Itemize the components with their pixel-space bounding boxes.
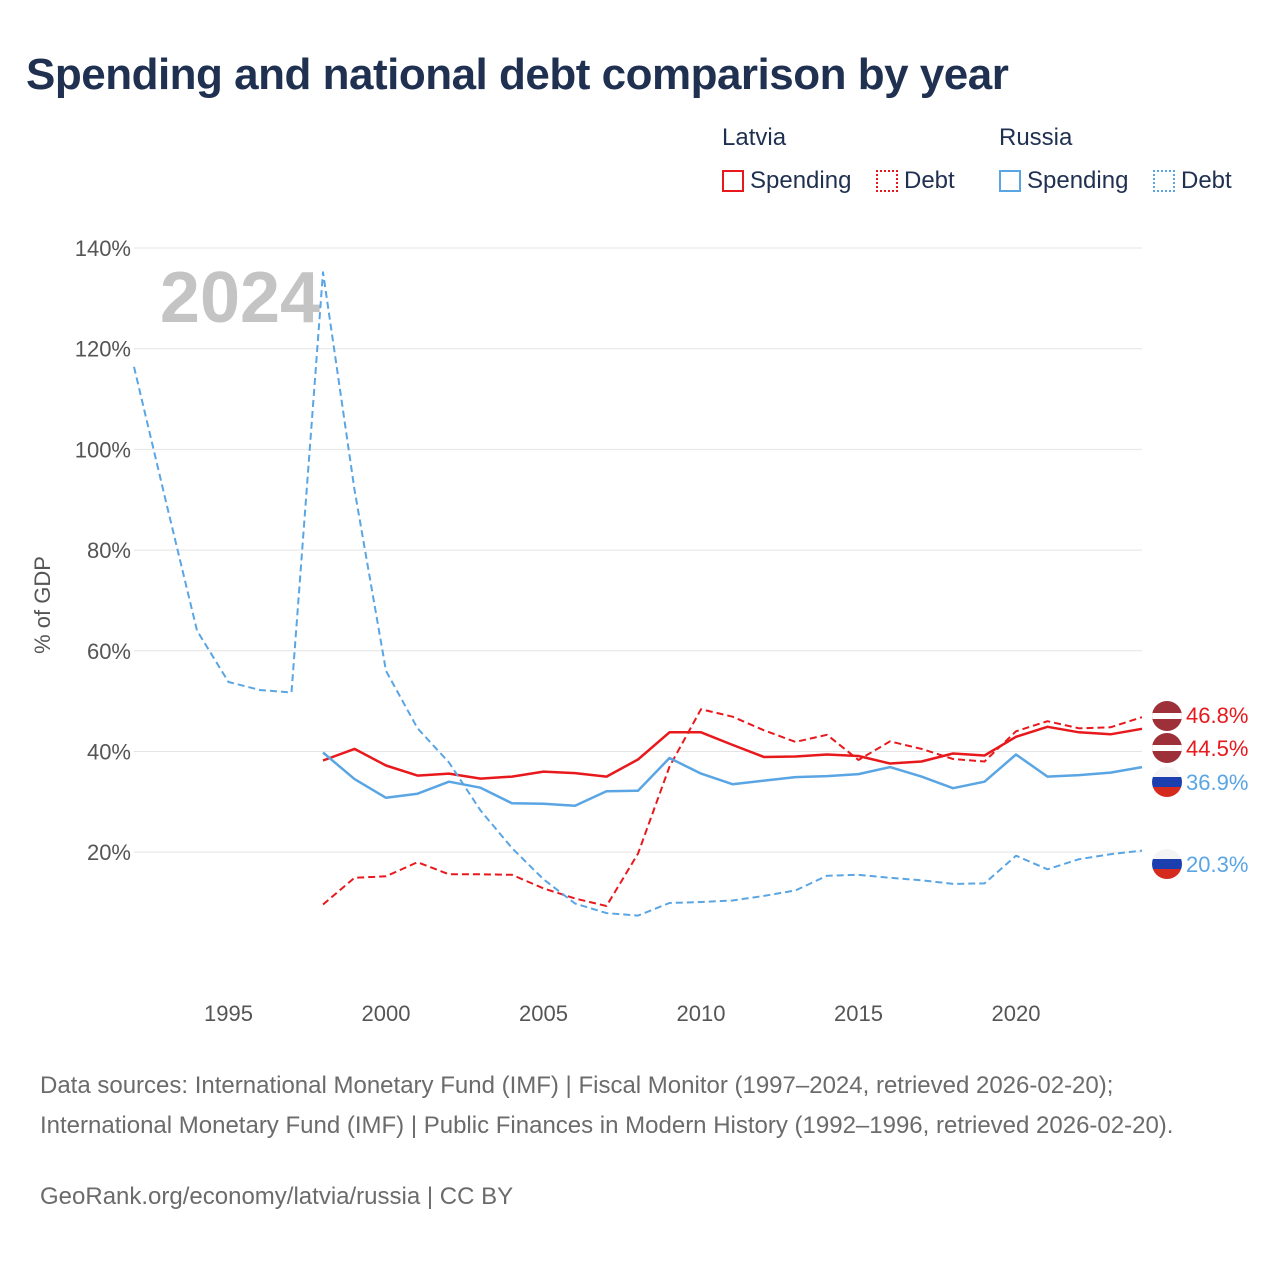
credit-link[interactable]: GeoRank.org/economy/latvia/russia | CC B… — [40, 1183, 514, 1210]
legend-latvia-debt[interactable]: Debt — [876, 166, 955, 196]
legend-label-russia-spending: Spending — [1027, 167, 1129, 194]
x-tick-label: 2005 — [519, 1001, 568, 1026]
end-label-latvia-debt: 46.8% — [1186, 703, 1248, 728]
line-chart: 20% 40% 60% 80% 100% 120% 140% 1995 2000 2005 201… — [30, 236, 1248, 1026]
data-sources: Data sources: International Monetary Fun… — [40, 1072, 1174, 1139]
x-tick-label: 2015 — [834, 1001, 883, 1026]
y-tick-label: 20% — [87, 840, 131, 865]
end-label-latvia-spending: 44.5% — [1186, 736, 1248, 761]
legend-label-latvia-spending: Spending — [750, 167, 852, 194]
legend-russia-debt[interactable]: Debt — [1153, 166, 1232, 196]
y-tick-label: 140% — [75, 236, 131, 261]
legend-swatch-latvia-spending — [722, 170, 744, 192]
series-line-russia-spending[interactable] — [322, 751, 1143, 808]
legend-swatch-russia-debt — [1153, 170, 1175, 192]
y-tick-label: 100% — [75, 437, 131, 462]
legend-swatch-russia-spending — [999, 170, 1021, 192]
y-tick-label: 120% — [75, 337, 131, 362]
legend-latvia-spending[interactable]: Spending — [722, 166, 851, 196]
legend-russia-spending[interactable]: Spending — [999, 166, 1128, 196]
y-tick-label: 80% — [87, 538, 131, 563]
legend-swatch-latvia-debt — [876, 170, 898, 192]
year-watermark: 2024 — [160, 258, 320, 338]
legend-label-russia-debt: Debt — [1181, 167, 1232, 194]
x-tick-label: 1995 — [204, 1001, 253, 1026]
legend-group-latvia: Latvia — [722, 124, 787, 151]
russia-debt-flag-icon — [1152, 849, 1182, 879]
x-tick-label: 2020 — [992, 1001, 1041, 1026]
series-lines — [133, 271, 1143, 917]
latvia-spending-flag-icon — [1152, 733, 1182, 763]
end-label-russia-spending: 36.9% — [1186, 770, 1248, 795]
y-axis-ticks: 20% 40% 60% 80% 100% 120% 140% — [75, 236, 131, 865]
y-tick-label: 60% — [87, 639, 131, 664]
chart-title: Spending and national debt comparison by… — [26, 50, 1009, 99]
latvia-debt-flag-icon — [1152, 701, 1182, 731]
x-axis-ticks: 1995 2000 2005 2010 2015 2020 — [204, 1001, 1040, 1026]
x-tick-label: 2000 — [362, 1001, 411, 1026]
end-label-russia-debt: 20.3% — [1186, 852, 1248, 877]
series-line-russia-debt[interactable] — [133, 271, 1143, 917]
gridlines — [134, 247, 1142, 853]
legend-group-russia: Russia — [999, 124, 1073, 151]
y-axis-label: % of GDP — [30, 556, 55, 654]
y-tick-label: 40% — [87, 739, 131, 764]
legend-label-latvia-debt: Debt — [904, 167, 955, 194]
series-line-latvia-spending[interactable] — [322, 725, 1143, 780]
russia-spending-flag-icon — [1152, 767, 1182, 797]
x-tick-label: 2010 — [677, 1001, 726, 1026]
series-line-latvia-debt[interactable] — [322, 708, 1143, 907]
